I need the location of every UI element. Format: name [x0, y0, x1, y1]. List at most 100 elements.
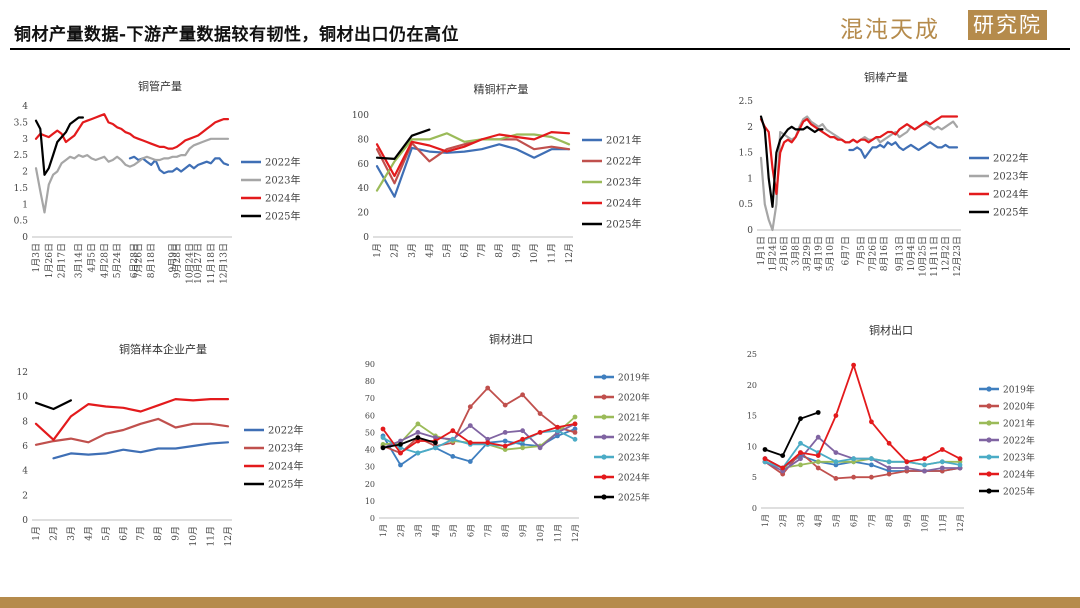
series-line-2: [375, 132, 571, 192]
y-tick-label: 40: [365, 446, 375, 455]
x-tick-label: 1月3日: [31, 243, 42, 272]
legend-label: 2020年: [1003, 401, 1035, 413]
series-line-0: [848, 141, 959, 159]
x-tick-label: 12月2日: [940, 236, 951, 271]
y-tick-label: 8: [22, 417, 28, 427]
y-tick-label: 70: [365, 394, 375, 403]
x-tick-label: 12月: [571, 524, 580, 542]
x-tick-label: 4月: [431, 524, 440, 537]
legend-label: 2024年: [268, 460, 303, 473]
y-tick-label: 3: [22, 135, 28, 145]
y-tick-label: 90: [365, 360, 375, 369]
x-tick-label: 10月: [536, 524, 545, 542]
data-point: [380, 426, 386, 432]
brand-logo: 混沌天成 研究院: [840, 10, 1060, 43]
y-tick-label: 5: [752, 473, 757, 482]
x-tick-label: 6月: [459, 243, 470, 258]
data-point: [833, 476, 839, 481]
y-tick-label: 6: [22, 442, 28, 452]
legend-marker: [986, 386, 992, 392]
legend-label: 2022年: [606, 155, 641, 168]
legend-label: 2023年: [606, 176, 641, 189]
x-tick-label: 4月: [814, 514, 823, 527]
x-tick-label: 1月26日: [44, 243, 55, 278]
header: 铜材产量数据-下游产量数据较有韧性，铜材出口仍在高位 混沌天成 研究院: [0, 0, 1080, 50]
x-tick-label: 5月: [101, 526, 112, 541]
x-tick-label: 4月28日: [99, 243, 110, 278]
x-tick-label: 10月4日: [906, 236, 917, 271]
y-tick-label: 12: [17, 368, 28, 378]
x-tick-label: 4月19日: [814, 236, 825, 271]
data-point: [433, 445, 438, 451]
brand-name: 混沌天成: [840, 17, 940, 43]
series-line-3: [34, 116, 84, 176]
chart-title: 铜棒产量: [864, 70, 908, 84]
legend-marker: [601, 414, 607, 420]
chart-title: 铜箔样本企业产量: [119, 342, 207, 356]
legend-label: 2024年: [265, 192, 300, 205]
legend-label: 2022年: [993, 152, 1028, 165]
x-tick-label: 12月: [564, 243, 575, 263]
series-line-0: [52, 441, 230, 460]
legend-label: 2025年: [268, 478, 303, 491]
legend-marker: [601, 374, 607, 380]
data-point: [904, 465, 910, 471]
series-line-4: [375, 128, 431, 160]
x-tick-label: 3月: [414, 524, 423, 537]
y-tick-label: 0: [363, 233, 369, 243]
x-tick-label: 1月: [31, 526, 42, 541]
y-tick-label: 0: [370, 514, 375, 523]
legend-label: 2021年: [606, 134, 641, 147]
x-tick-label: 11月11日: [929, 236, 940, 277]
x-tick-label: 3月29日: [802, 236, 813, 271]
x-tick-label: 8月: [494, 243, 505, 258]
data-point: [851, 456, 856, 462]
x-tick-label: 2月16日: [779, 236, 790, 271]
legend-marker: [601, 474, 607, 480]
series-line-6: [382, 436, 437, 449]
data-point: [815, 453, 821, 458]
data-point: [572, 421, 578, 427]
data-point: [450, 436, 456, 442]
data-point: [380, 445, 386, 451]
data-point: [572, 426, 578, 432]
y-tick-label: 2.5: [14, 151, 29, 161]
legend-label: 2021年: [1003, 418, 1035, 430]
data-point: [502, 402, 508, 408]
y-tick-label: 40: [358, 184, 370, 194]
x-tick-label: 10月25日: [917, 236, 928, 277]
data-point: [415, 450, 421, 456]
data-point: [415, 421, 421, 427]
y-tick-label: 100: [352, 111, 369, 121]
y-tick-label: 15: [747, 412, 757, 421]
data-point: [467, 440, 473, 446]
x-tick-label: 10月: [188, 526, 199, 546]
y-tick-label: 10: [747, 442, 757, 451]
series-line-2: [34, 113, 230, 150]
y-tick-label: 2: [22, 491, 28, 501]
y-tick-label: 60: [358, 160, 370, 170]
series-line-4: [764, 442, 961, 469]
y-tick-label: 1.5: [14, 184, 29, 194]
series-line-0: [375, 143, 571, 198]
series-line-1: [34, 137, 230, 214]
legend-label: 2024年: [1003, 469, 1035, 481]
x-tick-label: 9月: [512, 243, 523, 258]
legend-label: 2025年: [993, 206, 1028, 219]
legend-label: 2024年: [618, 472, 650, 484]
data-point: [939, 447, 945, 452]
x-tick-label: 11月: [938, 514, 947, 532]
legend-label: 2022年: [265, 156, 300, 169]
x-tick-label: 6月: [850, 514, 859, 527]
data-point: [520, 428, 525, 434]
x-tick-label: 11月: [206, 526, 217, 546]
data-point: [520, 436, 525, 442]
data-point: [762, 456, 768, 462]
x-tick-label: 6月7日: [841, 236, 852, 265]
legend-label: 2024年: [606, 197, 641, 210]
data-point: [398, 450, 403, 456]
legend-marker: [986, 403, 992, 409]
x-tick-label: 3月: [66, 526, 77, 541]
